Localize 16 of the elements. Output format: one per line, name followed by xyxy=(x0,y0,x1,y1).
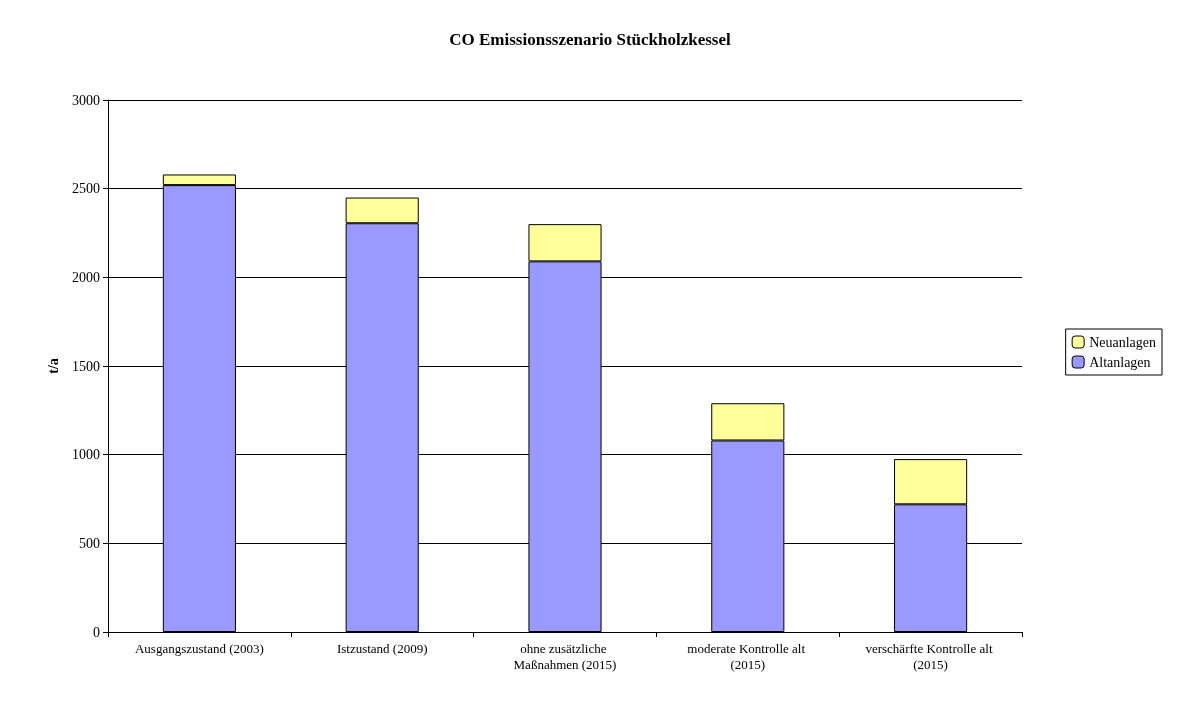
legend-label: Altanlagen xyxy=(1089,354,1151,370)
chart-title: CO Emissionsszenario Stückholzkessel xyxy=(449,30,732,49)
x-tick-label: ohne zusätzliche Maßnahmen (2015) xyxy=(513,640,617,672)
y-tick-label: 2500 xyxy=(72,181,100,197)
legend-label: Neuanlagen xyxy=(1089,334,1156,350)
y-tick-label: 500 xyxy=(79,535,100,551)
x-tick-label: verschärfte Kontrolle alt (2015) xyxy=(865,640,996,672)
y-tick-label: 1000 xyxy=(72,447,100,463)
y-tick-label: 3000 xyxy=(72,92,100,108)
y-tick-label: 0 xyxy=(93,624,100,640)
y-axis-title: t/a xyxy=(45,358,61,374)
x-tick-label: moderate Kontrolle alt (2015) xyxy=(687,640,809,672)
x-tick-label: Ausgangszustand (2003) xyxy=(134,640,264,656)
y-tick-label: 1500 xyxy=(72,358,100,374)
y-tick-label: 2000 xyxy=(72,269,100,285)
x-tick-label: Istzustand (2009) xyxy=(336,640,428,656)
